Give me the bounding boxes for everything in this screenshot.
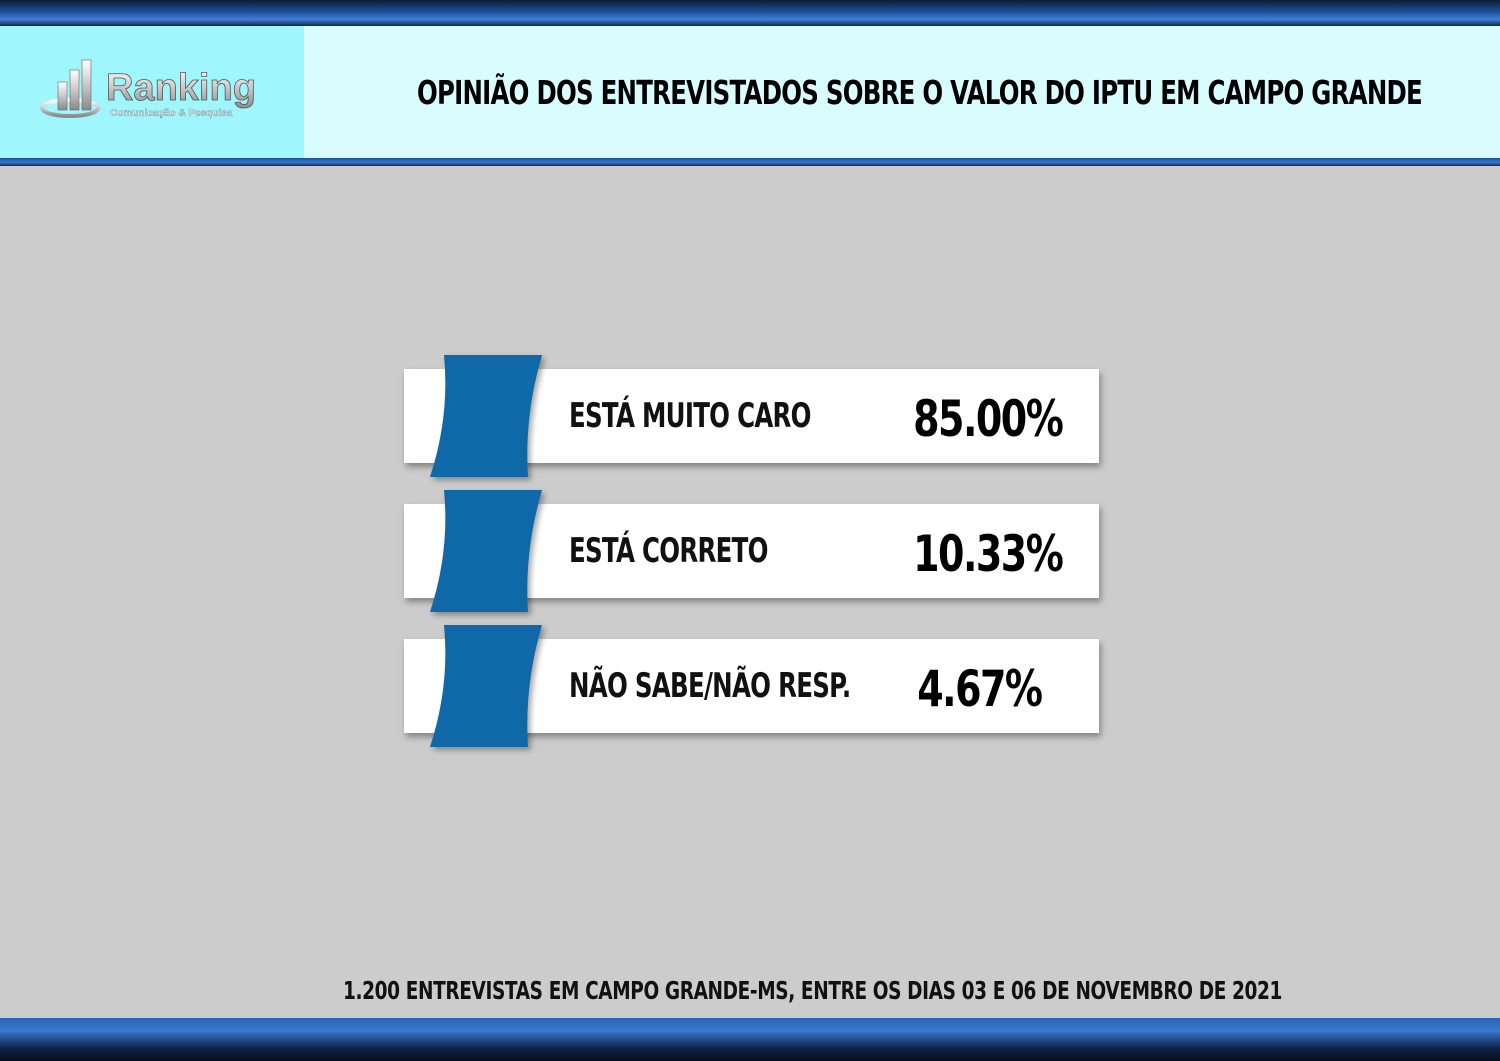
- row-value-2: 10.33%: [912, 525, 1064, 583]
- logo-panel: Ranking Comunicação & Pesquisa: [0, 26, 304, 158]
- header-band: Ranking Comunicação & Pesquisa: [0, 26, 1500, 158]
- row-label-3: NÃO SABE/NÃO RESP.: [569, 666, 851, 706]
- row-marker-2: [430, 490, 542, 612]
- logo-text: Ranking: [106, 67, 256, 109]
- survey-footnote: 1.200 ENTREVISTAS EM CAMPO GRANDE-MS, EN…: [343, 975, 1283, 1005]
- row-marker-1: [430, 355, 542, 477]
- row-marker-3: [430, 625, 542, 747]
- ranking-logo: Ranking Comunicação & Pesquisa: [40, 59, 256, 119]
- header-separator: [0, 158, 1500, 166]
- row-label-2: ESTÁ CORRETO: [569, 531, 768, 571]
- top-border-bar: [0, 0, 1500, 26]
- row-value-3: 4.67%: [916, 660, 1043, 718]
- row-label-1: ESTÁ MUITO CARO: [569, 396, 811, 436]
- logo-subtitle: Comunicação & Pesquisa: [110, 108, 233, 119]
- row-value-1: 85.00%: [912, 390, 1064, 448]
- bottom-border-bar: [0, 1018, 1500, 1061]
- page-title: OPINIÃO DOS ENTREVISTADOS SOBRE O VALOR …: [416, 72, 1423, 112]
